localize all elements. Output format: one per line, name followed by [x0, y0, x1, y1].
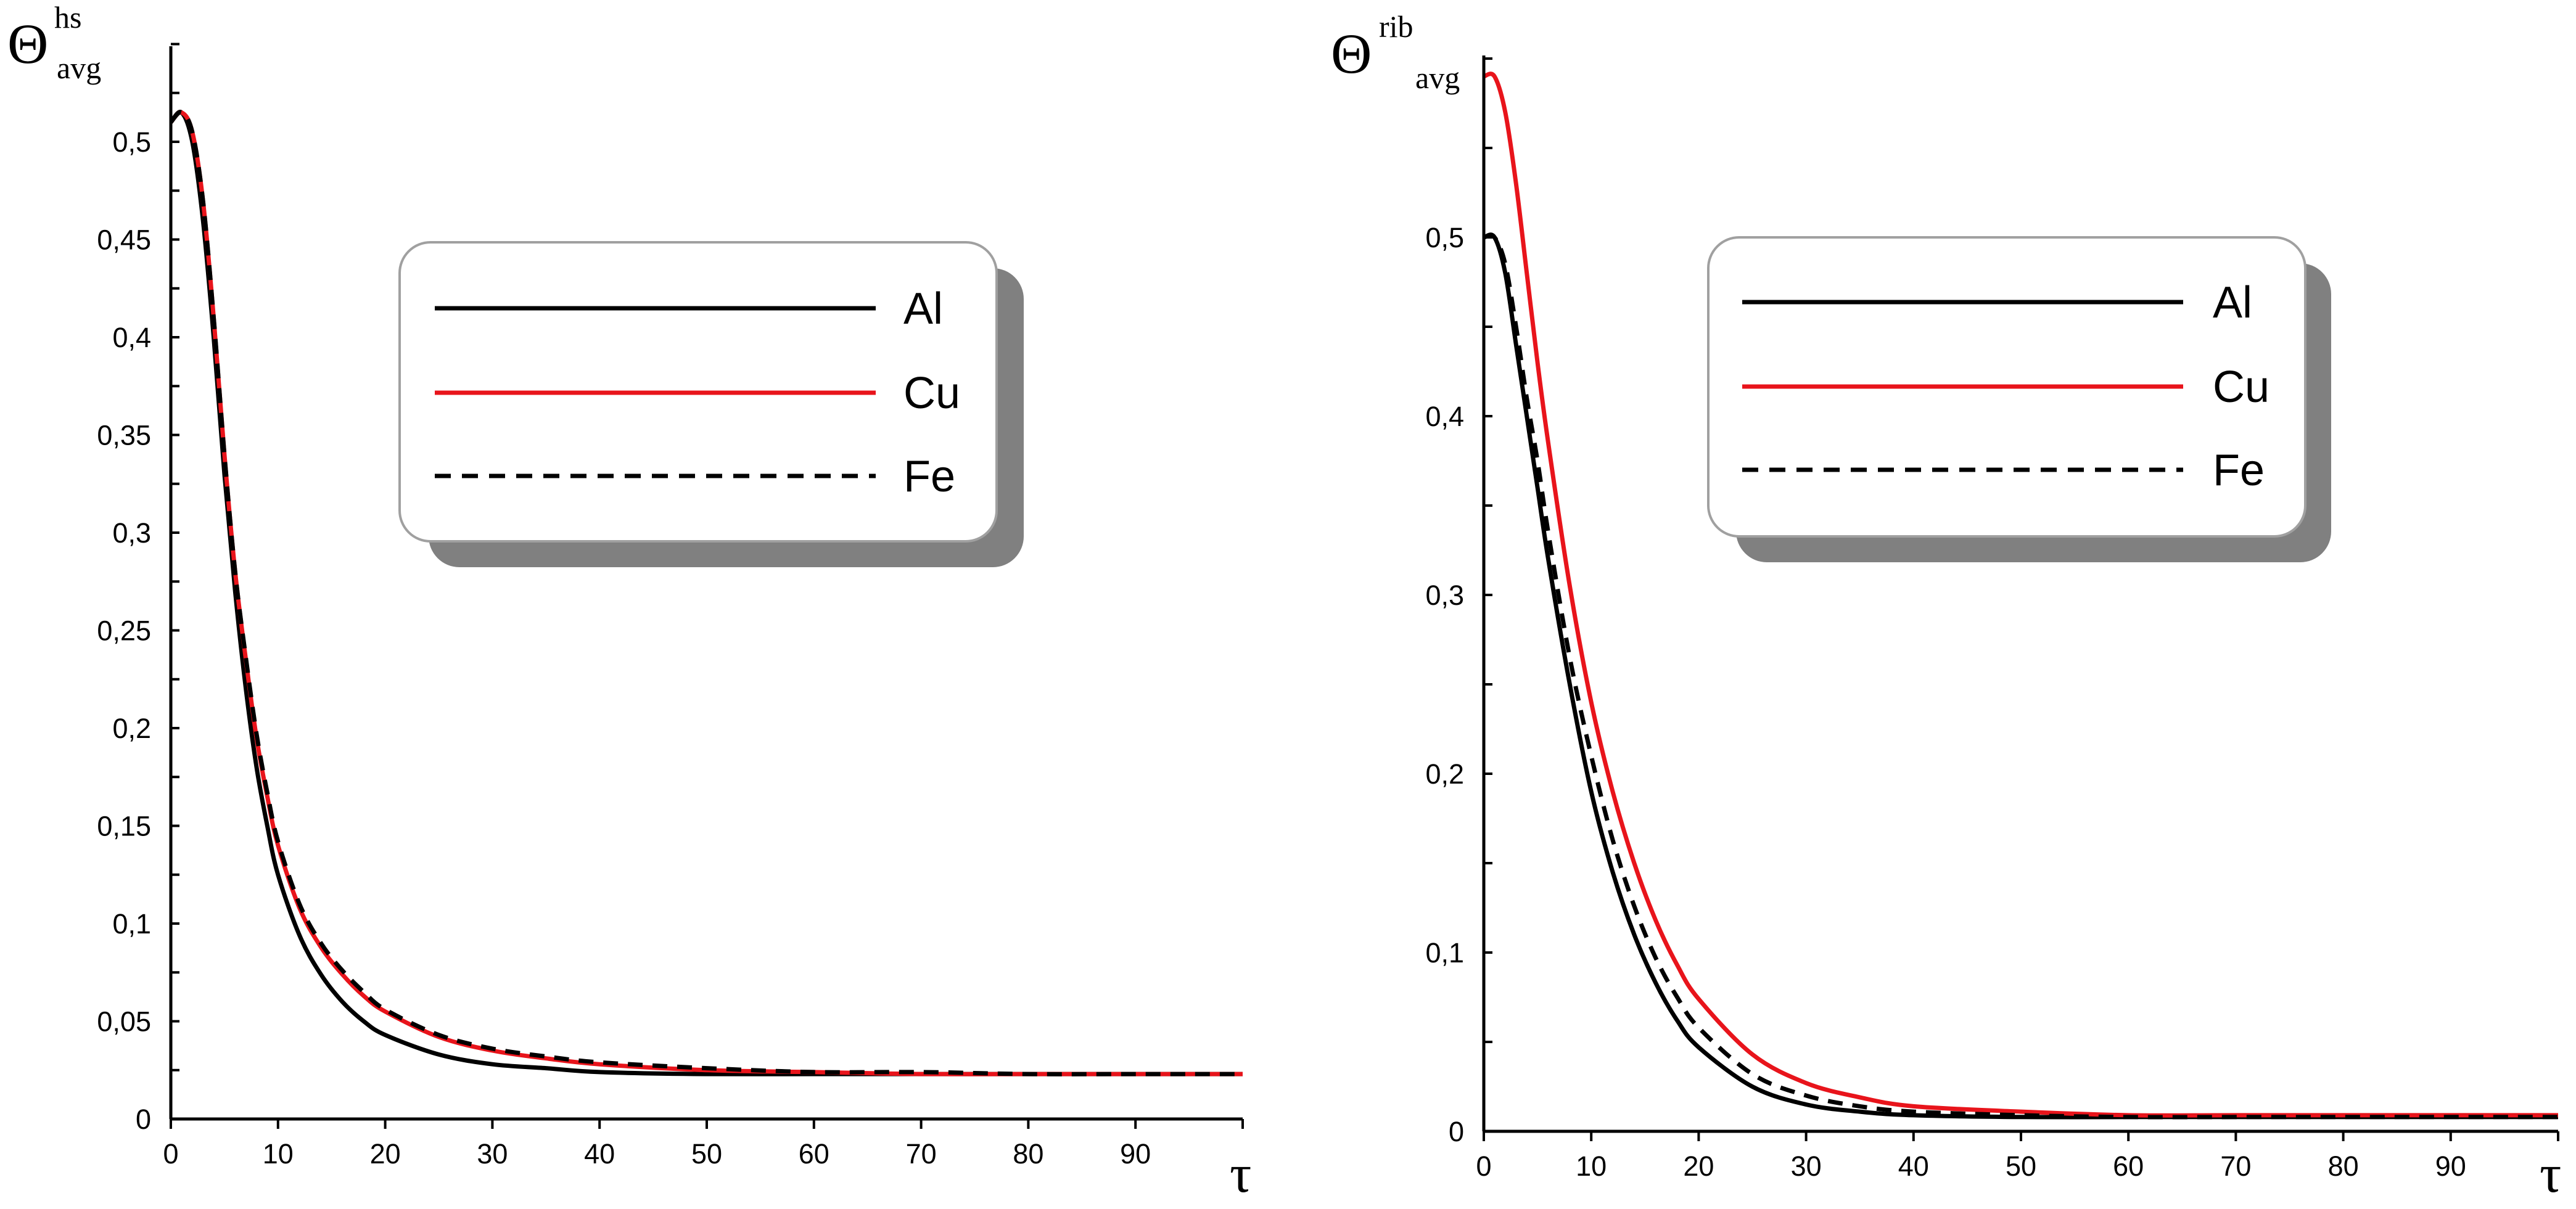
- chart-right: Θ rib avg τ 0 0,1 0,2 0,3 0,4 0,5 0 10 20 30 40 50 6…: [1331, 9, 2561, 1204]
- x-tick-label: 80: [2328, 1150, 2359, 1182]
- legend-label-cu-right: Cu: [2213, 363, 2269, 412]
- legend-label-al-left: Al: [903, 284, 943, 334]
- x-tick-label: 20: [1683, 1150, 1714, 1182]
- legend-label-cu-left: Cu: [903, 369, 960, 418]
- y-tick-label: 0,15: [97, 811, 151, 842]
- y-axis-label-right: Θ: [1331, 22, 1372, 85]
- y-tick-label: 0,3: [112, 517, 151, 549]
- y-tick-label: 0,3: [1425, 580, 1464, 611]
- x-tick-label: 30: [1791, 1150, 1822, 1182]
- x-tick-label: 0: [1476, 1150, 1491, 1182]
- y-tick-label: 0,35: [97, 420, 151, 451]
- y-tick-label: 0,1: [112, 908, 151, 940]
- x-tick-label: 0: [163, 1138, 178, 1170]
- x-tick-label: 10: [1576, 1150, 1607, 1182]
- x-tick-label: 70: [906, 1138, 937, 1170]
- y-axis-label-sup-left: hs: [54, 0, 81, 35]
- x-tick-label: 20: [370, 1138, 401, 1170]
- y-axis-label-sup-right: rib: [1379, 9, 1414, 44]
- y-tick-label: 0,05: [97, 1006, 151, 1038]
- x-tick-label: 40: [584, 1138, 615, 1170]
- y-axis-label-sub-right: avg: [1415, 60, 1460, 95]
- series-line-fe-left: [169, 110, 1243, 1076]
- x-tick-label: 70: [2220, 1150, 2251, 1182]
- x-axis-label-left: τ: [1230, 1144, 1251, 1204]
- legend-label-fe-left: Fe: [903, 452, 955, 501]
- y-tick-label: 0,2: [112, 713, 151, 744]
- y-tick-label: 0: [1449, 1116, 1464, 1147]
- legend-left: Al Cu Fe: [398, 241, 1024, 567]
- series-line-fe-right: [1483, 233, 2558, 1120]
- y-tick-label: 0,25: [97, 615, 151, 647]
- y-tick-label: 0: [136, 1104, 151, 1135]
- y-tick-label: 0,4: [112, 322, 151, 353]
- x-tick-label: 60: [2113, 1150, 2144, 1182]
- legend-label-al-right: Al: [2213, 278, 2252, 327]
- y-axis-label-left: Θ: [7, 12, 48, 75]
- chart-left: Θ hs avg τ 0 0,05 0,1 0,15 0,2 0,25 0,3 0,35 0,4…: [7, 0, 1251, 1204]
- x-tick-label: 60: [799, 1138, 829, 1170]
- x-tick-label: 10: [263, 1138, 294, 1170]
- x-tick-label: 30: [477, 1138, 508, 1170]
- y-tick-label: 0,45: [97, 224, 151, 256]
- y-tick-label: 0,5: [1425, 222, 1464, 253]
- series-group-right: [1483, 72, 2558, 1120]
- x-tick-label: 80: [1013, 1138, 1043, 1170]
- y-tick-label: 0,5: [112, 126, 151, 158]
- legend-label-fe-right: Fe: [2213, 446, 2265, 495]
- x-axis-label-right: τ: [2540, 1144, 2561, 1204]
- legend-right: Al Cu Fe: [1707, 236, 2331, 562]
- y-tick-label: 0,4: [1425, 401, 1464, 432]
- tick-group-right: 0 0,1 0,2 0,3 0,4 0,5 0 10 20 30 40 50 60 70 80 90: [1425, 57, 2559, 1182]
- tick-group-left: 0 0,05 0,1 0,15 0,2 0,25 0,3 0,35 0,4 0,45 0,5 0 10 2…: [97, 43, 1244, 1170]
- series-group-left: [169, 110, 1243, 1076]
- x-tick-label: 50: [691, 1138, 722, 1170]
- y-tick-label: 0,1: [1425, 937, 1464, 969]
- y-tick-label: 0,2: [1425, 758, 1464, 790]
- x-tick-label: 90: [2435, 1150, 2466, 1182]
- x-tick-label: 40: [1898, 1150, 1929, 1182]
- x-tick-label: 50: [2006, 1150, 2036, 1182]
- y-axis-label-sub-left: avg: [57, 51, 101, 85]
- x-tick-label: 90: [1120, 1138, 1151, 1170]
